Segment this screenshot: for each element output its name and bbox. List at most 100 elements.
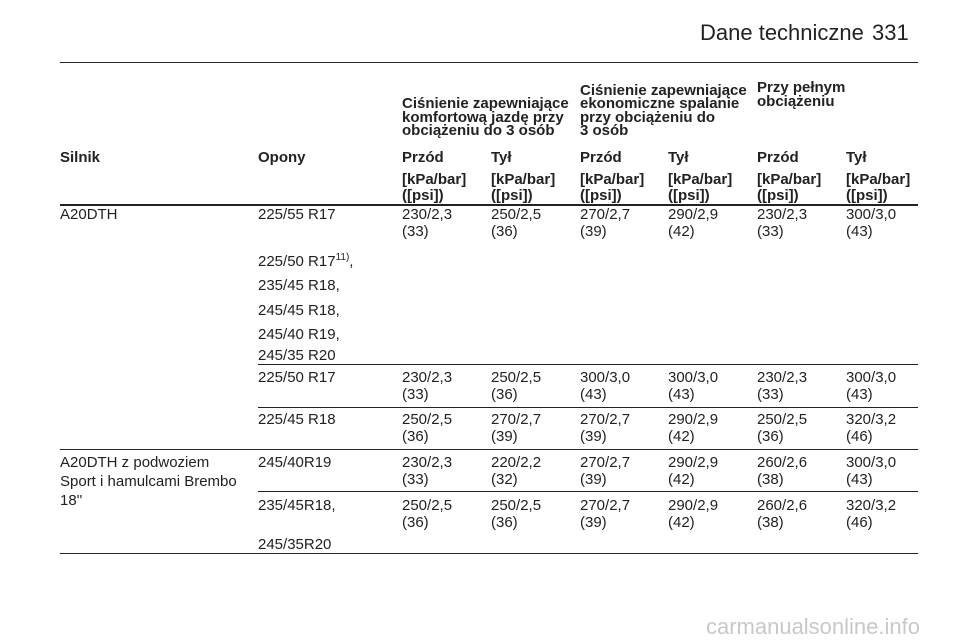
pressure: (33)	[402, 223, 429, 240]
unit-header: ([psi])	[846, 187, 888, 204]
pressure: (39)	[580, 223, 607, 240]
column-header: Tył	[846, 149, 867, 166]
pressure: (36)	[491, 514, 518, 531]
column-header: Przód	[757, 149, 799, 166]
unit-header: [kPa/bar]	[491, 171, 556, 188]
pressure: (36)	[491, 386, 518, 403]
watermark: carmanualsonline.info	[705, 614, 920, 639]
rule	[60, 449, 918, 450]
column-header: Tył	[668, 149, 689, 166]
tyre: 225/45 R18	[258, 411, 336, 428]
engine: A20DTH	[60, 206, 118, 223]
rule	[60, 204, 918, 206]
pressure: (46)	[846, 428, 873, 445]
title: Dane techniczne	[700, 20, 864, 45]
unit-header: [kPa/bar]	[668, 171, 733, 188]
group-header: przy obciążeniu do	[580, 108, 716, 126]
pressure: 230/2,3	[402, 369, 453, 386]
pressure: (42)	[668, 223, 695, 240]
group-header: 3 osób	[580, 122, 629, 139]
unit-header: ([psi])	[668, 187, 710, 204]
tyre: 225/50 R1711),	[258, 252, 354, 271]
pressure: (36)	[402, 428, 429, 445]
pressure: (39)	[580, 428, 607, 445]
pressure: 250/2,5	[491, 206, 542, 223]
pressure: 270/2,7	[580, 411, 631, 428]
group-header: Przy pełnym	[757, 79, 846, 96]
pressure: 320/3,2	[846, 411, 897, 428]
pressure: 290/2,9	[668, 497, 719, 514]
pressure: 270/2,7	[580, 497, 631, 514]
unit-header: ([psi])	[580, 187, 622, 204]
tyre: 235/45R18,	[258, 497, 336, 514]
group-header: Ciśnienie zapewniające	[402, 95, 569, 112]
rule	[60, 553, 918, 554]
unit-header: [kPa/bar]	[846, 171, 911, 188]
pressure: 300/3,0	[846, 369, 897, 386]
pressure: 300/3,0	[846, 454, 897, 471]
pressure: 230/2,3	[757, 369, 808, 386]
pressure: 260/2,6	[757, 497, 808, 514]
group-header: komfortową jazdę przy	[402, 108, 564, 126]
pressure: (43)	[846, 223, 873, 240]
pressure: 300/3,0	[846, 206, 897, 223]
pressure: (43)	[668, 386, 695, 403]
column-header: Opony	[258, 149, 306, 166]
pressure: (33)	[757, 386, 784, 403]
pressure: 270/2,7	[580, 454, 631, 471]
tyre: 245/35 R20	[258, 347, 336, 364]
punctuation: ,	[349, 253, 354, 270]
group-header: ekonomiczne spalanie	[580, 95, 740, 112]
pressure: 250/2,5	[491, 369, 542, 386]
pressure: 320/3,2	[846, 497, 897, 514]
engine: 18''	[60, 492, 83, 509]
tyre: 225/50 R17	[258, 369, 336, 386]
pressure: 290/2,9	[668, 206, 719, 223]
pressure: (39)	[580, 514, 607, 531]
pressure: 270/2,7	[580, 206, 631, 223]
tyre: 245/40 R19,	[258, 326, 340, 343]
column-header: Przód	[402, 149, 444, 166]
pressure: 220/2,2	[491, 454, 542, 471]
pressure: (39)	[580, 471, 607, 488]
unit-header: ([psi])	[757, 187, 799, 204]
pressure: (33)	[402, 471, 429, 488]
unit-header: ([psi])	[402, 187, 444, 204]
unit-header: ([psi])	[491, 187, 533, 204]
pressure: 300/3,0	[580, 369, 631, 386]
page-number: 331	[872, 20, 909, 45]
pressure: 230/2,3	[757, 206, 808, 223]
pressure: 250/2,5	[402, 497, 453, 514]
pressure: 250/2,5	[402, 411, 453, 428]
pressure: (38)	[757, 514, 784, 531]
pressure: (32)	[491, 471, 518, 488]
pressure: (33)	[402, 386, 429, 403]
pressure: 290/2,9	[668, 454, 719, 471]
engine: Sport i hamulcami Brembo	[60, 473, 237, 490]
pressure: (39)	[491, 428, 518, 445]
rule	[60, 62, 918, 63]
pressure: 290/2,9	[668, 411, 719, 428]
pressure: (43)	[846, 471, 873, 488]
unit-header: [kPa/bar]	[580, 171, 645, 188]
footnote-ref: 11)	[335, 252, 350, 263]
unit-header: [kPa/bar]	[402, 171, 467, 188]
tyre: 235/45 R18,	[258, 277, 340, 294]
pressure: 250/2,5	[757, 411, 808, 428]
pressure: (36)	[757, 428, 784, 445]
pressure: 260/2,6	[757, 454, 808, 471]
pressure: (36)	[491, 223, 518, 240]
rule	[258, 491, 918, 492]
pressure: (42)	[668, 428, 695, 445]
engine: A20DTH z podwoziem	[60, 454, 210, 471]
tyre: 245/45 R18,	[258, 302, 340, 319]
pressure: 270/2,7	[491, 411, 542, 428]
tyre: 245/35R20	[258, 536, 332, 553]
rule	[258, 407, 918, 408]
group-header: Ciśnienie zapewniające	[580, 81, 747, 99]
pressure: 230/2,3	[402, 206, 453, 223]
pressure: (46)	[846, 514, 873, 531]
unit-header: [kPa/bar]	[757, 171, 822, 188]
pressure: 230/2,3	[402, 454, 453, 471]
